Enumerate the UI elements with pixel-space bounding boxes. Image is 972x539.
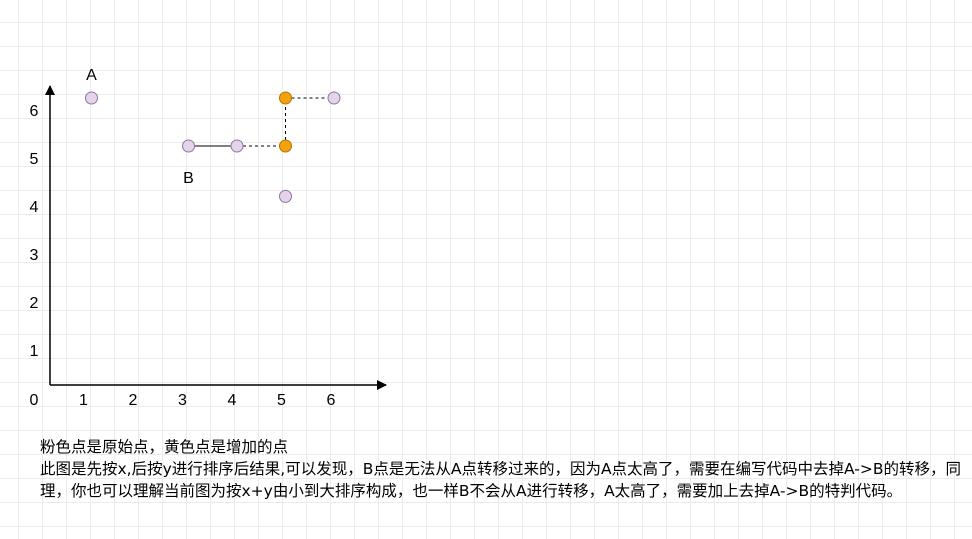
y-tick-4: 4 xyxy=(30,199,39,216)
caption-line-1: 粉色点是原始点，黄色点是增加的点 xyxy=(40,438,289,456)
original-point-p-b1 xyxy=(182,139,195,153)
point-labels: AB xyxy=(86,67,194,187)
y-tick-3: 3 xyxy=(30,247,39,264)
original-point-p-low xyxy=(279,189,292,203)
y-tick-5: 5 xyxy=(30,151,39,168)
added-point-p-y2 xyxy=(279,91,292,105)
points xyxy=(85,91,341,203)
original-point-p-b2 xyxy=(230,139,244,153)
x-tick-5: 5 xyxy=(277,392,286,409)
point-label-B: B xyxy=(183,170,194,187)
x-tick-2: 2 xyxy=(129,392,138,409)
original-point-p-r xyxy=(327,91,341,105)
x-tick-4: 4 xyxy=(228,392,237,409)
added-point-p-y1 xyxy=(279,139,292,153)
point-label-A: A xyxy=(86,67,97,84)
y-tick-2: 2 xyxy=(30,295,39,312)
caption-line-2: 此图是先按x,后按y进行排序后结果,可以发现，B点是无法从A点转移过来的，因为A… xyxy=(40,460,962,500)
x-tick-6: 6 xyxy=(327,392,336,409)
x-tick-0: 0 xyxy=(30,392,39,409)
connections xyxy=(188,97,334,147)
y-tick-labels: 1 2 3 4 5 6 xyxy=(30,103,39,360)
x-tick-1: 1 xyxy=(79,392,88,409)
y-tick-1: 1 xyxy=(30,343,39,360)
original-point-p-a xyxy=(85,91,98,105)
y-tick-6: 6 xyxy=(30,103,39,120)
x-tick-labels: 0 1 2 3 4 5 6 xyxy=(30,392,336,409)
caption: 粉色点是原始点，黄色点是增加的点 此图是先按x,后按y进行排序后结果,可以发现，… xyxy=(40,436,968,502)
x-tick-3: 3 xyxy=(178,392,187,409)
